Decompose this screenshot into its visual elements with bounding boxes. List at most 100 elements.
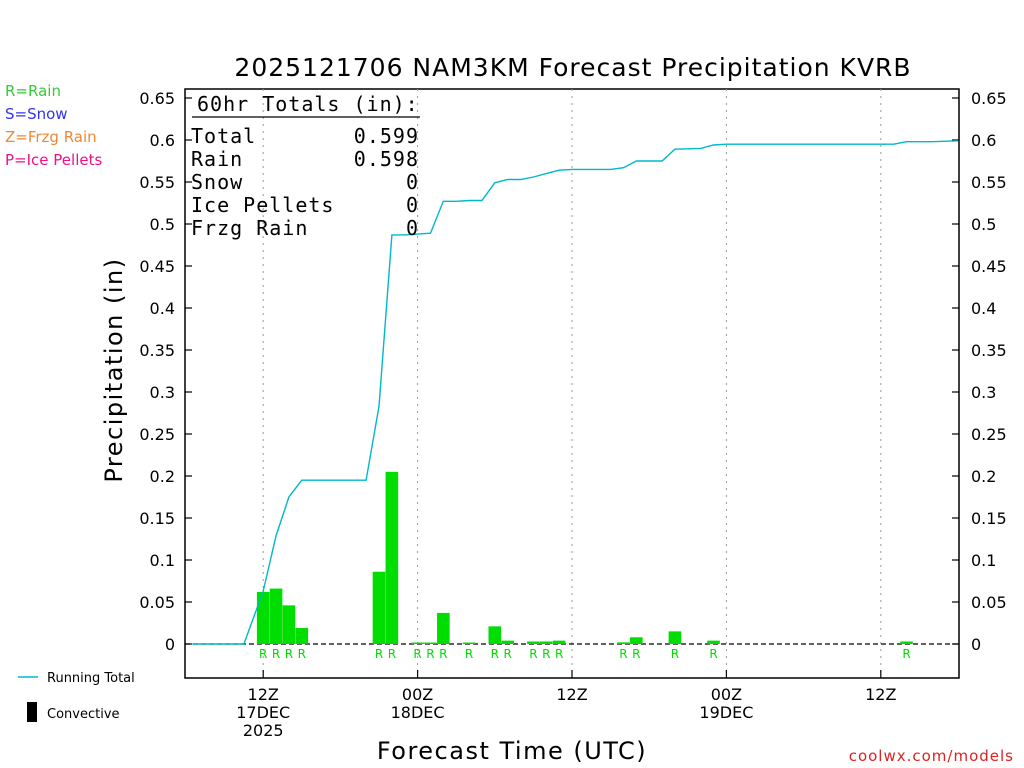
y-tick-label-left: 0 bbox=[165, 635, 175, 654]
y-tick-label-right: 0.5 bbox=[971, 215, 996, 234]
precip-bar bbox=[424, 642, 437, 644]
y-tick-label-right: 0.05 bbox=[971, 593, 1007, 612]
y-tick-label-left: 0.35 bbox=[139, 341, 175, 360]
precip-type-label: R bbox=[375, 647, 383, 661]
precip-bar bbox=[539, 641, 553, 644]
y-tick-label-left: 0.6 bbox=[150, 131, 175, 150]
y-tick-label-right: 0.6 bbox=[971, 131, 996, 150]
precip-type-label: R bbox=[272, 647, 280, 661]
vertical-gridlines bbox=[262, 89, 882, 678]
precip-type-label: R bbox=[542, 647, 550, 661]
precip-type-label: R bbox=[709, 647, 717, 661]
precip-bar bbox=[501, 640, 514, 644]
y-tick-label-left: 0.45 bbox=[139, 257, 175, 276]
x-axis-label: Forecast Time (UTC) bbox=[377, 737, 647, 765]
y-tick-label-right: 0.25 bbox=[971, 425, 1007, 444]
y-tick-label-left: 0.15 bbox=[139, 509, 175, 528]
precip-bar bbox=[256, 591, 270, 644]
totals-row-value: 0 bbox=[406, 216, 419, 240]
precip-bar bbox=[282, 605, 296, 644]
totals-row-label: Total bbox=[191, 124, 256, 148]
running-total-legend-label: Running Total bbox=[47, 671, 135, 686]
y-tick-label-right: 0.45 bbox=[971, 257, 1007, 276]
precip-bar bbox=[617, 642, 630, 644]
x-tick-label: 19DEC bbox=[699, 703, 753, 722]
y-tick-label-left: 0.2 bbox=[150, 467, 175, 486]
running-total-line bbox=[192, 140, 959, 645]
precip-bar bbox=[668, 631, 682, 644]
type-legend-item: P=Ice Pellets bbox=[5, 151, 102, 169]
x-tick-label: 00Z bbox=[402, 685, 433, 704]
x-tick-label: 00Z bbox=[711, 685, 742, 704]
y-tick-label-left: 0.4 bbox=[150, 299, 175, 318]
precip-bar bbox=[269, 588, 283, 644]
precip-bar bbox=[488, 626, 502, 644]
type-legend-item: Z=Frzg Rain bbox=[5, 128, 97, 146]
totals-row-label: Snow bbox=[191, 170, 243, 194]
precip-type-label: R bbox=[529, 647, 537, 661]
totals-header: 60hr Totals (in): bbox=[197, 92, 419, 116]
type-legend-item: R=Rain bbox=[5, 82, 61, 100]
x-tick-label: 18DEC bbox=[391, 703, 445, 722]
y-tick-label-right: 0.3 bbox=[971, 383, 996, 402]
x-tick-label: 2025 bbox=[243, 721, 284, 740]
x-tick-label: 12Z bbox=[248, 685, 279, 704]
y-tick-label-left: 0.5 bbox=[150, 215, 175, 234]
y-tick-label-right: 0.4 bbox=[971, 299, 996, 318]
precip-bar bbox=[411, 642, 424, 644]
precip-type-label: R bbox=[491, 647, 499, 661]
y-tick-label-left: 0.55 bbox=[139, 173, 175, 192]
x-tick-label: 12Z bbox=[865, 685, 896, 704]
precip-bar bbox=[462, 642, 476, 644]
precip-type-label: R bbox=[671, 647, 679, 661]
y-tick-label-left: 0.65 bbox=[139, 89, 175, 108]
x-tick-label: 17DEC bbox=[236, 703, 290, 722]
precip-bar bbox=[295, 628, 309, 644]
precip-bar bbox=[527, 641, 540, 644]
y-tick-label-right: 0.65 bbox=[971, 89, 1007, 108]
precip-type-label: R bbox=[503, 647, 511, 661]
precip-bar bbox=[630, 637, 643, 644]
precip-type-label: R bbox=[439, 647, 447, 661]
precip-type-label: R bbox=[285, 647, 293, 661]
x-tick-label: 12Z bbox=[556, 685, 587, 704]
precip-bar bbox=[437, 612, 450, 644]
totals-box: 60hr Totals (in): Total 0.599 Rain 0.598 Sno… bbox=[191, 92, 420, 240]
precip-type-label: R bbox=[259, 647, 267, 661]
series-legend: Running Total Convective bbox=[18, 671, 135, 722]
precip-type-label: R bbox=[388, 647, 396, 661]
totals-row-label: Frzg Rain bbox=[191, 216, 308, 240]
totals-row-value: 0.598 bbox=[354, 147, 419, 171]
y-axis-label: Precipitation (in) bbox=[100, 257, 128, 482]
precip-type-label: R bbox=[619, 647, 627, 661]
y-tick-label-left: 0.05 bbox=[139, 593, 175, 612]
precip-bar bbox=[372, 571, 386, 644]
precip-bar bbox=[552, 640, 566, 644]
totals-row-value: 0.599 bbox=[354, 124, 419, 148]
precip-bars bbox=[256, 471, 913, 644]
precip-bar bbox=[385, 471, 399, 644]
precip-type-label: R bbox=[555, 647, 563, 661]
y-axis-ticks: 0 00.05 0.050.1 0.10.15 0.150.2 0.20.25 0.250.… bbox=[139, 89, 1006, 654]
chart-title: 2025121706 NAM3KM Forecast Precipitation… bbox=[234, 53, 911, 82]
totals-row-label: Ice Pellets bbox=[191, 193, 334, 217]
precip-type-label: R bbox=[902, 647, 910, 661]
precip-type-label: R bbox=[413, 647, 421, 661]
type-legend-item: S=Snow bbox=[5, 105, 68, 123]
precip-bar bbox=[900, 641, 913, 644]
y-tick-label-right: 0.1 bbox=[971, 551, 996, 570]
y-tick-label-left: 0.1 bbox=[150, 551, 175, 570]
totals-row-value: 0 bbox=[406, 193, 419, 217]
precip-type-label: R bbox=[298, 647, 306, 661]
precip-type-label: R bbox=[632, 647, 640, 661]
y-tick-label-right: 0 bbox=[971, 635, 981, 654]
convective-legend-swatch bbox=[27, 702, 37, 722]
totals-row-label: Rain bbox=[191, 147, 243, 171]
y-tick-label-left: 0.3 bbox=[150, 383, 175, 402]
precip-bar bbox=[707, 640, 720, 644]
type-legend: R=Rain S=Snow Z=Frzg Rain P=Ice Pellets bbox=[5, 82, 102, 169]
y-tick-label-right: 0.15 bbox=[971, 509, 1007, 528]
